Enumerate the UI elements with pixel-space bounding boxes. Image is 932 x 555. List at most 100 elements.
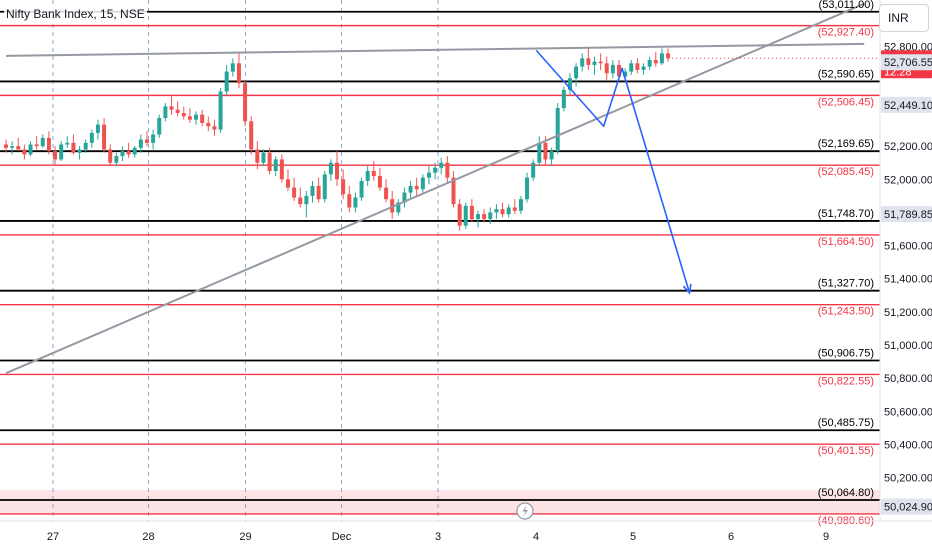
candle-18 bbox=[114, 152, 119, 167]
candle-body bbox=[457, 204, 462, 226]
candle-body bbox=[40, 137, 45, 147]
candle-body bbox=[163, 106, 168, 118]
candle-99 bbox=[610, 59, 615, 79]
candle-body bbox=[267, 152, 272, 172]
candle-body bbox=[396, 202, 401, 213]
trendline-rising-support bbox=[5, 2, 865, 375]
candle-107 bbox=[659, 48, 664, 65]
time-axis[interactable]: 27 28 29 Dec 3 4 5 6 9 bbox=[0, 520, 932, 543]
candle-94 bbox=[580, 53, 585, 72]
candle-body bbox=[433, 167, 438, 173]
time-label-29: 29 bbox=[239, 531, 251, 543]
candle-body bbox=[561, 89, 566, 109]
candle-body bbox=[586, 58, 591, 65]
candle-61 bbox=[377, 167, 382, 191]
replay-icon[interactable] bbox=[516, 502, 534, 520]
candle-106 bbox=[653, 51, 658, 67]
candle-body bbox=[512, 207, 517, 211]
candle-body bbox=[555, 108, 560, 152]
candle-12 bbox=[77, 146, 82, 160]
price-tag-3: 51,789.85 bbox=[881, 206, 932, 223]
time-label-Dec: Dec bbox=[332, 531, 352, 543]
time-label-6: 6 bbox=[728, 531, 734, 543]
candle-26 bbox=[163, 103, 168, 122]
symbol-title[interactable]: Nifty Bank Index, 15, NSE bbox=[4, 7, 147, 21]
candle-75 bbox=[463, 202, 468, 230]
price-tag-bg bbox=[881, 96, 932, 113]
trendlines-layer bbox=[5, 2, 865, 375]
candle-95 bbox=[586, 48, 591, 70]
price-tag-value: 51,789.85 bbox=[884, 209, 932, 221]
price-tick-4: 51,400.00 bbox=[884, 274, 932, 286]
candle-76 bbox=[469, 199, 474, 223]
candle-body bbox=[476, 214, 481, 220]
level-label-5: (52,085.45) bbox=[818, 166, 874, 178]
candle-46 bbox=[285, 169, 290, 191]
candle-105 bbox=[647, 56, 652, 70]
candle-body bbox=[322, 174, 327, 200]
candle-body bbox=[482, 214, 487, 220]
candle-body bbox=[243, 83, 248, 122]
candle-73 bbox=[451, 171, 456, 208]
candle-body bbox=[236, 63, 241, 84]
candle-body bbox=[285, 179, 290, 188]
candle-32 bbox=[200, 109, 205, 127]
candle-41 bbox=[255, 141, 260, 170]
price-tick-6: 51,000.00 bbox=[884, 340, 932, 352]
candle-body bbox=[255, 149, 260, 163]
candle-71 bbox=[439, 157, 444, 175]
candle-5 bbox=[34, 136, 39, 150]
candle-6 bbox=[40, 134, 45, 148]
candle-65 bbox=[402, 187, 407, 208]
candle-79 bbox=[488, 207, 493, 225]
candle-57 bbox=[353, 192, 358, 213]
candle-37 bbox=[230, 58, 235, 77]
candle-body bbox=[279, 159, 284, 180]
currency-selector[interactable]: INR bbox=[879, 4, 929, 32]
candle-body bbox=[384, 187, 389, 200]
trendline-resistance bbox=[5, 42, 865, 57]
candle-body bbox=[414, 185, 419, 190]
candle-body bbox=[77, 149, 82, 153]
candle-body bbox=[10, 146, 15, 148]
candle-27 bbox=[169, 96, 174, 115]
candle-body bbox=[439, 162, 444, 168]
candle-body bbox=[132, 147, 137, 155]
candle-13 bbox=[83, 139, 88, 153]
candle-47 bbox=[292, 177, 297, 201]
candle-3 bbox=[22, 144, 27, 160]
price-tag-4: 50,024.90 bbox=[881, 498, 932, 515]
candle-body bbox=[500, 209, 505, 215]
candle-20 bbox=[126, 142, 131, 158]
candle-body bbox=[518, 199, 523, 211]
candle-body bbox=[641, 66, 646, 70]
level-label-12: (50,485.75) bbox=[818, 417, 874, 429]
candle-body bbox=[549, 151, 554, 160]
candle-body bbox=[218, 91, 223, 130]
candle-91 bbox=[561, 86, 566, 112]
level-label-10: (50,906.75) bbox=[818, 347, 874, 359]
price-tag-1: 52,706.55 bbox=[881, 54, 932, 71]
candle-45 bbox=[279, 154, 284, 183]
projection-arrowhead bbox=[682, 283, 692, 295]
candle-body bbox=[537, 142, 542, 163]
price-tick-1: 52,200.00 bbox=[884, 141, 932, 153]
candle-body bbox=[144, 139, 149, 143]
price-tick-9: 50,400.00 bbox=[884, 439, 932, 451]
price-tick-5: 51,200.00 bbox=[884, 307, 932, 319]
price-tick-2: 52,000.00 bbox=[884, 174, 932, 186]
candle-body bbox=[580, 58, 585, 67]
candle-body bbox=[647, 59, 652, 67]
price-axis-background bbox=[880, 0, 932, 550]
candle-body bbox=[543, 142, 548, 160]
candle-body bbox=[230, 63, 235, 72]
price-axis[interactable]: 52,800.0052,200.0052,000.0051,600.0051,4… bbox=[879, 0, 932, 550]
candle-68 bbox=[420, 174, 425, 193]
candle-body bbox=[175, 109, 180, 114]
lightning-glyph bbox=[522, 505, 528, 517]
candle-90 bbox=[555, 103, 560, 155]
candle-body bbox=[22, 149, 27, 155]
candle-86 bbox=[531, 159, 536, 181]
